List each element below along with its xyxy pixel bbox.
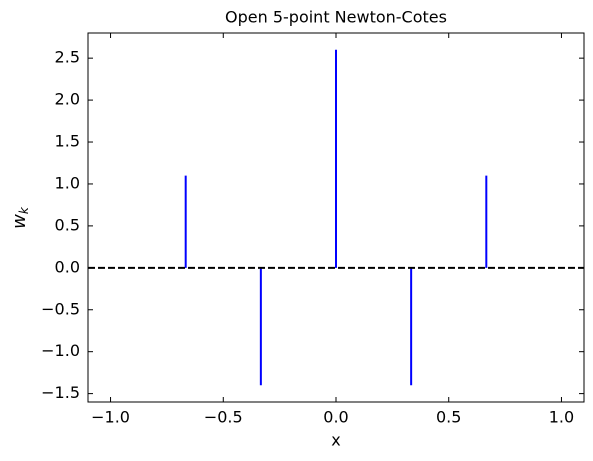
y-tick-label: 2.0 — [55, 90, 80, 109]
x-tick-label: 0.5 — [436, 408, 461, 427]
y-tick-label: 0.5 — [55, 215, 80, 234]
x-axis-label: x — [331, 431, 340, 450]
y-label-base: w — [9, 214, 30, 229]
chart-title: Open 5-point Newton-Cotes — [225, 8, 447, 27]
y-tick-label: −1.5 — [41, 383, 80, 402]
y-tick-label: 0.0 — [55, 257, 80, 276]
x-tick-label: −0.5 — [204, 408, 243, 427]
plot-frame — [87, 32, 585, 403]
x-tick-label: 0.0 — [323, 408, 348, 427]
y-axis-label: wk — [9, 206, 31, 229]
y-tick-label: 1.5 — [55, 132, 80, 151]
y-tick-label: −0.5 — [41, 299, 80, 318]
x-tick-label: 1.0 — [549, 408, 574, 427]
y-tick-label: 2.5 — [55, 48, 80, 67]
y-tick-label: −1.0 — [41, 341, 80, 360]
y-tick-label: 1.0 — [55, 173, 80, 192]
x-tick-label: −1.0 — [91, 408, 130, 427]
y-label-sub: k — [17, 206, 31, 214]
